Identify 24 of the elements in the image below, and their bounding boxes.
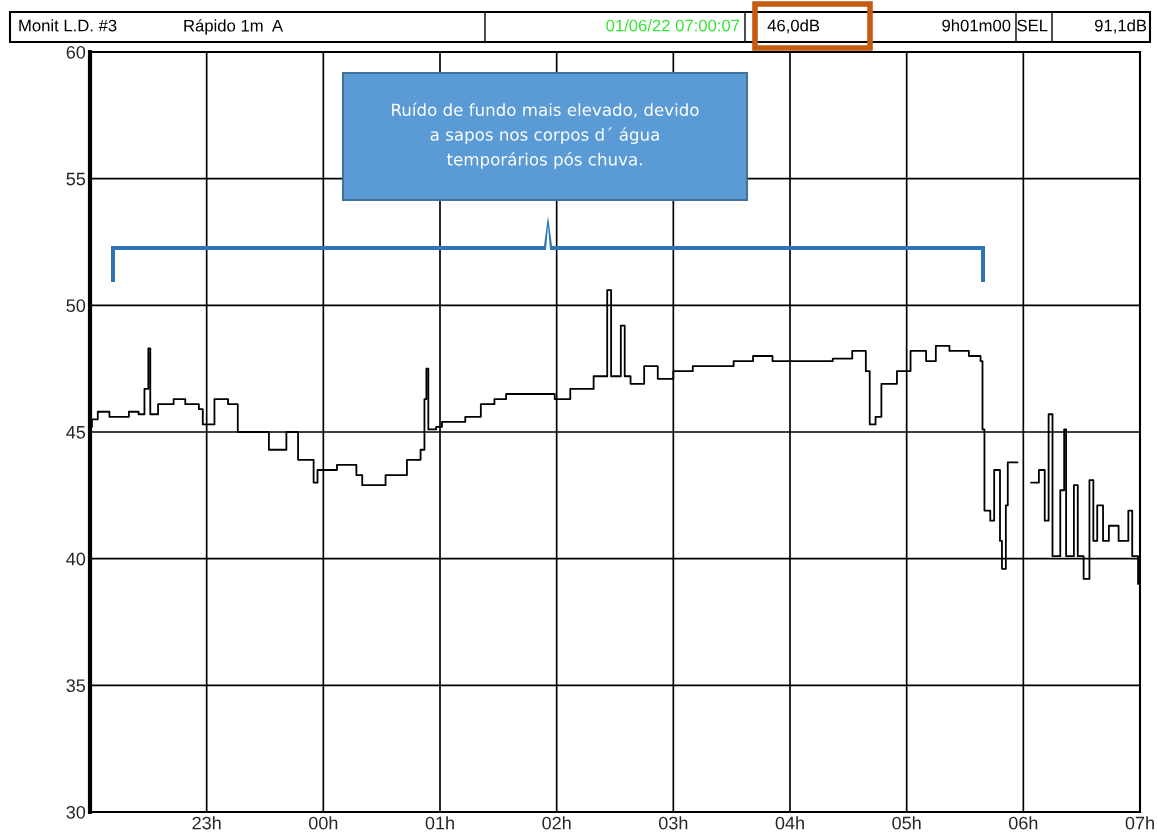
- text: Monit L.D. #3: [19, 19, 117, 32]
- x-tick-label: 23h: [192, 816, 221, 830]
- text: 91,1dB: [1094, 19, 1147, 34]
- x-tick-label: 03h: [658, 816, 688, 830]
- y-tick-label: 55: [66, 172, 86, 186]
- y-tick-label: 35: [66, 679, 86, 693]
- y-tick-label: 60: [66, 45, 86, 59]
- x-tick-label: 04h: [775, 816, 804, 830]
- x-tick-label: 05h: [892, 816, 921, 830]
- y-tick-label: 40: [66, 552, 86, 566]
- y-tick-label: 30: [66, 805, 86, 819]
- text: SEL: [1017, 19, 1048, 32]
- x-tick-label: 00h: [308, 816, 338, 830]
- x-tick-label: 02h: [542, 816, 571, 830]
- y-tick-label: 45: [66, 426, 86, 439]
- text: 46,0dB: [767, 19, 820, 34]
- text: 9h01m00: [942, 19, 1011, 32]
- x-tick-label: 07h: [1125, 816, 1154, 830]
- annotation: Ruído de fundo mais elevado, devido a sapos nos corpos d´ água temporários pós chuva.: [392, 102, 699, 169]
- text: Rápido 1m A: [184, 19, 284, 35]
- y-tick-label: 50: [66, 299, 86, 313]
- text: 01/06/22 07:00:07: [606, 19, 740, 32]
- x-tick-label: 01h: [425, 816, 454, 830]
- x-tick-label: 06h: [1008, 816, 1038, 830]
